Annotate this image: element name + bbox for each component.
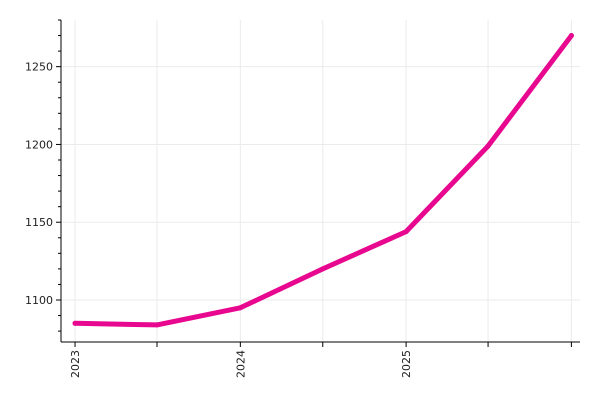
- data-point: [72, 320, 78, 326]
- data-point: [154, 322, 160, 328]
- grid-lines: [61, 20, 580, 342]
- x-tick-label: 2025: [400, 350, 413, 378]
- x-tick-label: 2024: [234, 350, 247, 378]
- data-point: [237, 305, 243, 311]
- y-tick-label: 1100: [25, 294, 53, 307]
- x-axis-ticks: 2023 2024 2025: [69, 342, 572, 378]
- y-tick-label: 1250: [25, 61, 53, 74]
- y-tick-label: 1200: [25, 138, 53, 151]
- data-point: [485, 143, 491, 149]
- data-point: [568, 33, 574, 39]
- axes: [60, 20, 580, 343]
- data-point: [320, 266, 326, 272]
- x-tick-label: 2023: [69, 350, 82, 378]
- series-group: [72, 33, 574, 328]
- data-point: [403, 229, 409, 235]
- y-tick-label: 1150: [25, 216, 53, 229]
- y-axis-ticks: 1100 1150 1200 1250: [25, 19, 61, 332]
